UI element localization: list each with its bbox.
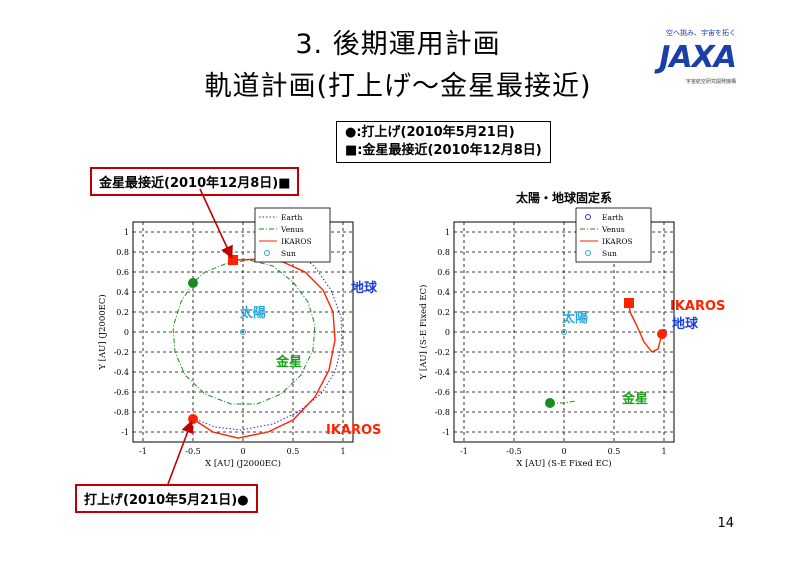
chart2-y-tick-label: -0.4: [435, 368, 450, 377]
slide-title-line2: 軌道計画(打上げ～金星最接近): [204, 71, 592, 102]
jaxa-logo: 空へ挑み、宇宙を拓く JAXA 宇宙航空研究開発機構: [646, 28, 737, 88]
chart1-series-earth-line: [189, 236, 343, 431]
chart1-y-tick-label: -0.6: [114, 388, 129, 397]
chart1-x-tick-label: 0: [240, 447, 245, 456]
chart2-y-axis-label: Y [AU] (S-E Fixed EC): [418, 285, 429, 381]
chart1-x-tick-label: -1: [139, 447, 147, 456]
chart1-y-tick-label: 0.4: [116, 288, 129, 297]
chart2-y-tick-label: 0.4: [437, 288, 450, 297]
chart2-x-tick-label: 1: [661, 447, 666, 456]
chart1-y-tick-label: 0.8: [116, 248, 129, 257]
chart1-y-tick-label: 0: [124, 328, 129, 337]
chart2-legend-swatch: [585, 250, 591, 256]
chart1-marker-venus-approach: [228, 255, 238, 265]
launch-callout: 打上げ(2010年5月21日)●: [75, 484, 258, 513]
chart2-title: 太陽・地球固定系: [516, 190, 612, 205]
chart2-y-tick-label: -0.8: [435, 408, 450, 417]
page-number: 14: [717, 516, 734, 531]
chart1-y-tick-label: 0.6: [116, 268, 129, 277]
chart2-y-tick-label: 0.2: [437, 308, 450, 317]
slide-title-line1: 3. 後期運用計画: [295, 29, 501, 60]
brand-subtitle: 宇宙航空研究開発機構: [685, 79, 736, 85]
chart2-y-tick-label: -1: [442, 428, 450, 437]
chart1-y-tick-label: -0.8: [114, 408, 129, 417]
chart2-x-tick-label: -0.5: [506, 447, 521, 456]
chart2-x-axis-label: X [AU] (S-E Fixed EC): [516, 458, 611, 469]
chart1-legend-label: Venus: [280, 225, 304, 234]
chart1-legend-label: Earth: [281, 213, 303, 222]
chart1-series-sun-point: [240, 329, 246, 335]
chart2-y-tick-label: -0.2: [435, 348, 450, 357]
chart2-legend-box: [575, 207, 652, 263]
chart1-y-tick-label: 0.2: [116, 308, 129, 317]
chart2-legend-swatch: [585, 214, 591, 220]
venus-approach-arrow: [199, 188, 233, 259]
chart1-annotation: 地球: [351, 280, 378, 296]
symbol-legend-box: ●:打上げ(2010年5月21日) ■:金星最接近(2010年12月8日): [336, 121, 551, 163]
brand-logo-text: JAXA: [659, 40, 737, 75]
chart1-annotation: IKAROS: [326, 423, 381, 438]
chart1-annotation: 太陽: [239, 305, 266, 321]
chart1-legend-label: IKAROS: [281, 237, 312, 246]
chart2-marker-venus-at-launch: [545, 398, 555, 408]
chart2-y-tick-label: -0.6: [435, 388, 450, 397]
chart1-marker-venus-at-launch: [188, 278, 198, 288]
chart2-series-ikaros-line: [628, 302, 663, 353]
legend-circle-item: ●:打上げ(2010年5月21日): [345, 125, 515, 140]
chart2-y-tick-label: 0.8: [437, 248, 450, 257]
chart1-x-axis-label: X [AU] (J2000EC): [205, 458, 281, 469]
chart2-annotation: 地球: [672, 316, 699, 332]
chart1-x-tick-label: 1: [340, 447, 345, 456]
chart2-x-tick-label: -1: [460, 447, 468, 456]
chart1-legend-label: Sun: [281, 249, 296, 258]
legend-square-item: ■:金星最接近(2010年12月8日): [345, 143, 542, 158]
chart2-annotation: 金星: [621, 391, 648, 407]
chart2-x-tick-label: 0.5: [608, 447, 621, 456]
chart1-legend-swatch: [264, 250, 270, 256]
chart2-y-tick-label: 0: [445, 328, 450, 337]
chart1-x-tick-label: 0.5: [287, 447, 300, 456]
chart1-y-tick-label: -0.2: [114, 348, 129, 357]
launch-arrow: [167, 420, 194, 485]
chart1-y-axis-label: Y [AU] (J2000EC): [97, 294, 108, 370]
chart2-annotation: IKAROS: [670, 299, 725, 314]
chart2-legend-label: IKAROS: [602, 237, 633, 246]
venus-approach-callout: 金星最接近(2010年12月8日)■: [90, 167, 300, 196]
chart1-y-tick-label: 1: [124, 228, 129, 237]
chart1-series-ikaros-line: [192, 258, 336, 439]
chart1-annotation: 金星: [275, 354, 302, 370]
chart1-x-tick-label: -0.5: [185, 447, 200, 456]
chart2-legend-label: Sun: [602, 249, 617, 258]
chart2-series-sun-point: [561, 329, 567, 335]
chart2-marker-launch: [657, 329, 667, 339]
chart1-series-venus-line: [172, 259, 316, 405]
chart2-y-tick-label: 1: [445, 228, 450, 237]
chart1-y-tick-label: -1: [121, 428, 129, 437]
chart1-y-tick-label: -0.4: [114, 368, 129, 377]
chart2-legend-label: Venus: [601, 225, 625, 234]
chart2-x-tick-label: 0: [561, 447, 566, 456]
chart2-y-tick-label: 0.6: [437, 268, 450, 277]
chart2-annotation: 太陽: [561, 310, 588, 326]
chart2-marker-venus-approach: [624, 298, 634, 308]
chart2-legend-label: Earth: [602, 213, 624, 222]
brand-tagline: 空へ挑み、宇宙を拓く: [666, 29, 736, 37]
